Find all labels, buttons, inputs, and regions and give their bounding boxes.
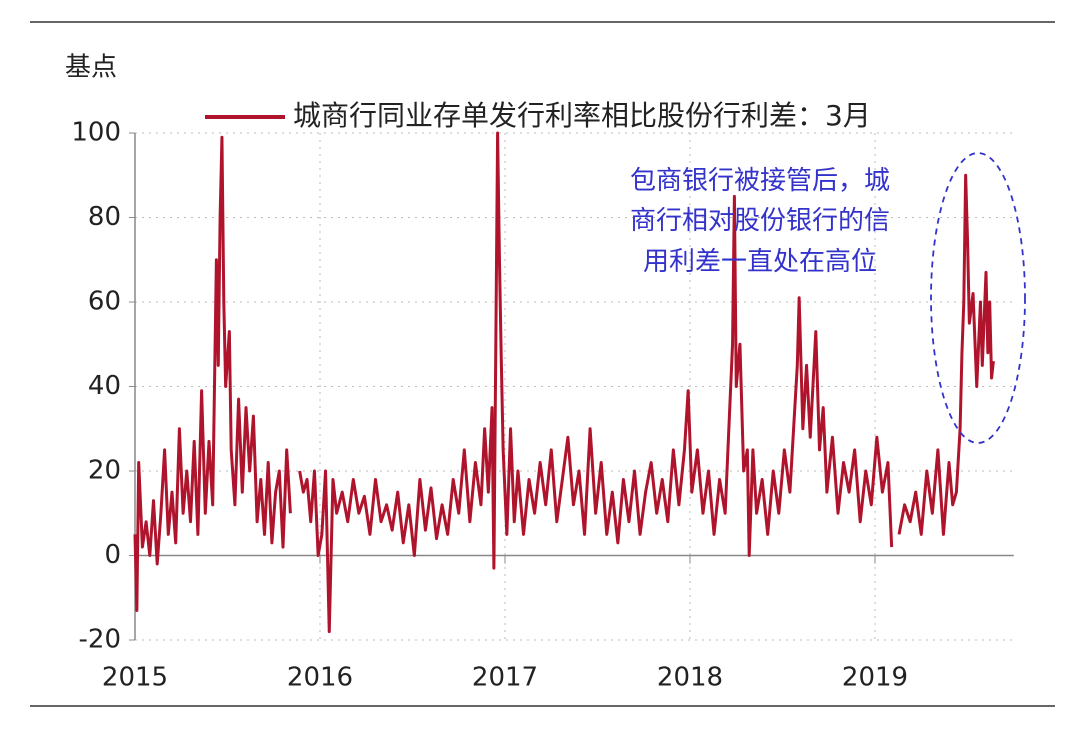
y-tick-label: -20: [79, 625, 121, 655]
x-tick-label: 2017: [472, 663, 538, 693]
annotation-line: 商行相对股份银行的信: [630, 206, 890, 236]
annotation-line: 包商银行被接管后，城: [630, 166, 890, 196]
y-tick-label: 0: [104, 540, 121, 570]
y-tick-label: 60: [88, 287, 121, 317]
x-tick-label: 2015: [102, 663, 168, 693]
legend-label: 城商行同业存单发行利率相比股份行利差：3月: [293, 99, 871, 132]
y-tick-label: 40: [88, 371, 121, 401]
y-tick-label: 20: [88, 456, 121, 486]
x-tick-label: 2018: [657, 663, 723, 693]
y-tick-label: 100: [71, 118, 121, 148]
y-axis-label: 基点: [65, 53, 117, 83]
data-line: [133, 131, 995, 634]
y-tick-label: 80: [88, 202, 121, 232]
annotation-line: 用利差一直处在高位: [643, 247, 877, 277]
highlight-ellipse: [930, 152, 1026, 444]
x-tick-label: 2016: [287, 663, 353, 693]
annotation: 包商银行被接管后，城 商行相对股份银行的信 用利差一直处在高位: [630, 166, 890, 277]
x-tick-label: 2019: [842, 663, 908, 693]
